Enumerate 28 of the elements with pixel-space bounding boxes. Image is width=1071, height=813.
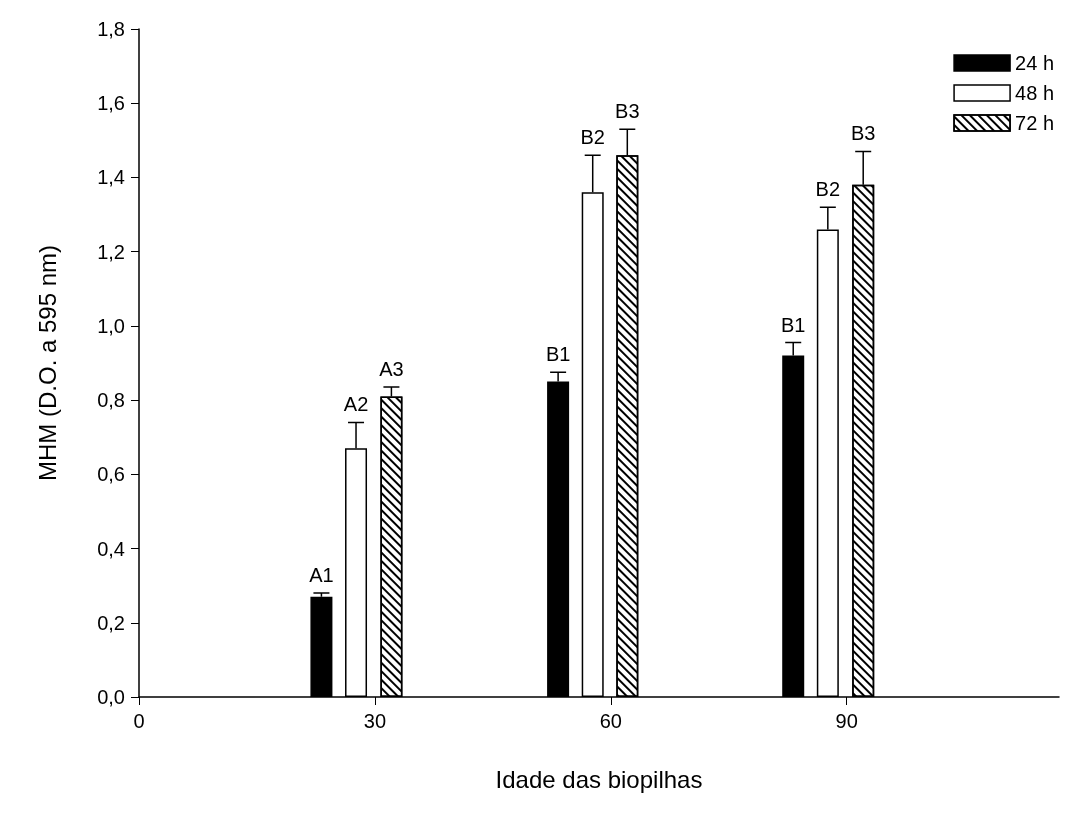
y-tick-label: 1,8 xyxy=(97,18,125,40)
data-label: B1 xyxy=(780,313,806,336)
y-axis-title: MHM (D.O. a 595 nm) xyxy=(33,244,61,482)
data-label: A1 xyxy=(309,564,334,587)
data-label: B3 xyxy=(615,100,640,123)
y-tick-label: 1,6 xyxy=(97,92,125,115)
x-tick-label: 90 xyxy=(835,710,858,732)
y-tick-label: 1,0 xyxy=(97,314,125,337)
y-tick-label: 1,4 xyxy=(97,166,125,189)
data-label: B3 xyxy=(850,122,876,145)
x-tick-label: 60 xyxy=(599,710,622,732)
x-axis-title: Idade das biopilhas xyxy=(495,765,703,793)
data-label: B2 xyxy=(580,126,605,149)
y-tick-label: 0,2 xyxy=(97,611,125,634)
y-tick-label: 0,6 xyxy=(97,463,125,486)
y-tick-label: 0,0 xyxy=(97,686,125,708)
y-tick-label: 0,4 xyxy=(97,537,125,560)
data-label: B1 xyxy=(545,343,571,366)
data-label: B2 xyxy=(815,178,841,201)
data-label: A2 xyxy=(343,393,369,416)
y-tick-label: 0,8 xyxy=(97,389,125,412)
x-tick-label: 0 xyxy=(133,710,145,732)
legend-label: 48 h xyxy=(1015,82,1055,104)
y-tick-label: 1,2 xyxy=(97,240,125,263)
x-tick-label: 30 xyxy=(363,710,387,732)
legend-label: 24 h xyxy=(1015,52,1055,74)
data-label: A3 xyxy=(379,358,404,381)
legend-label: 72 h xyxy=(1015,112,1055,134)
